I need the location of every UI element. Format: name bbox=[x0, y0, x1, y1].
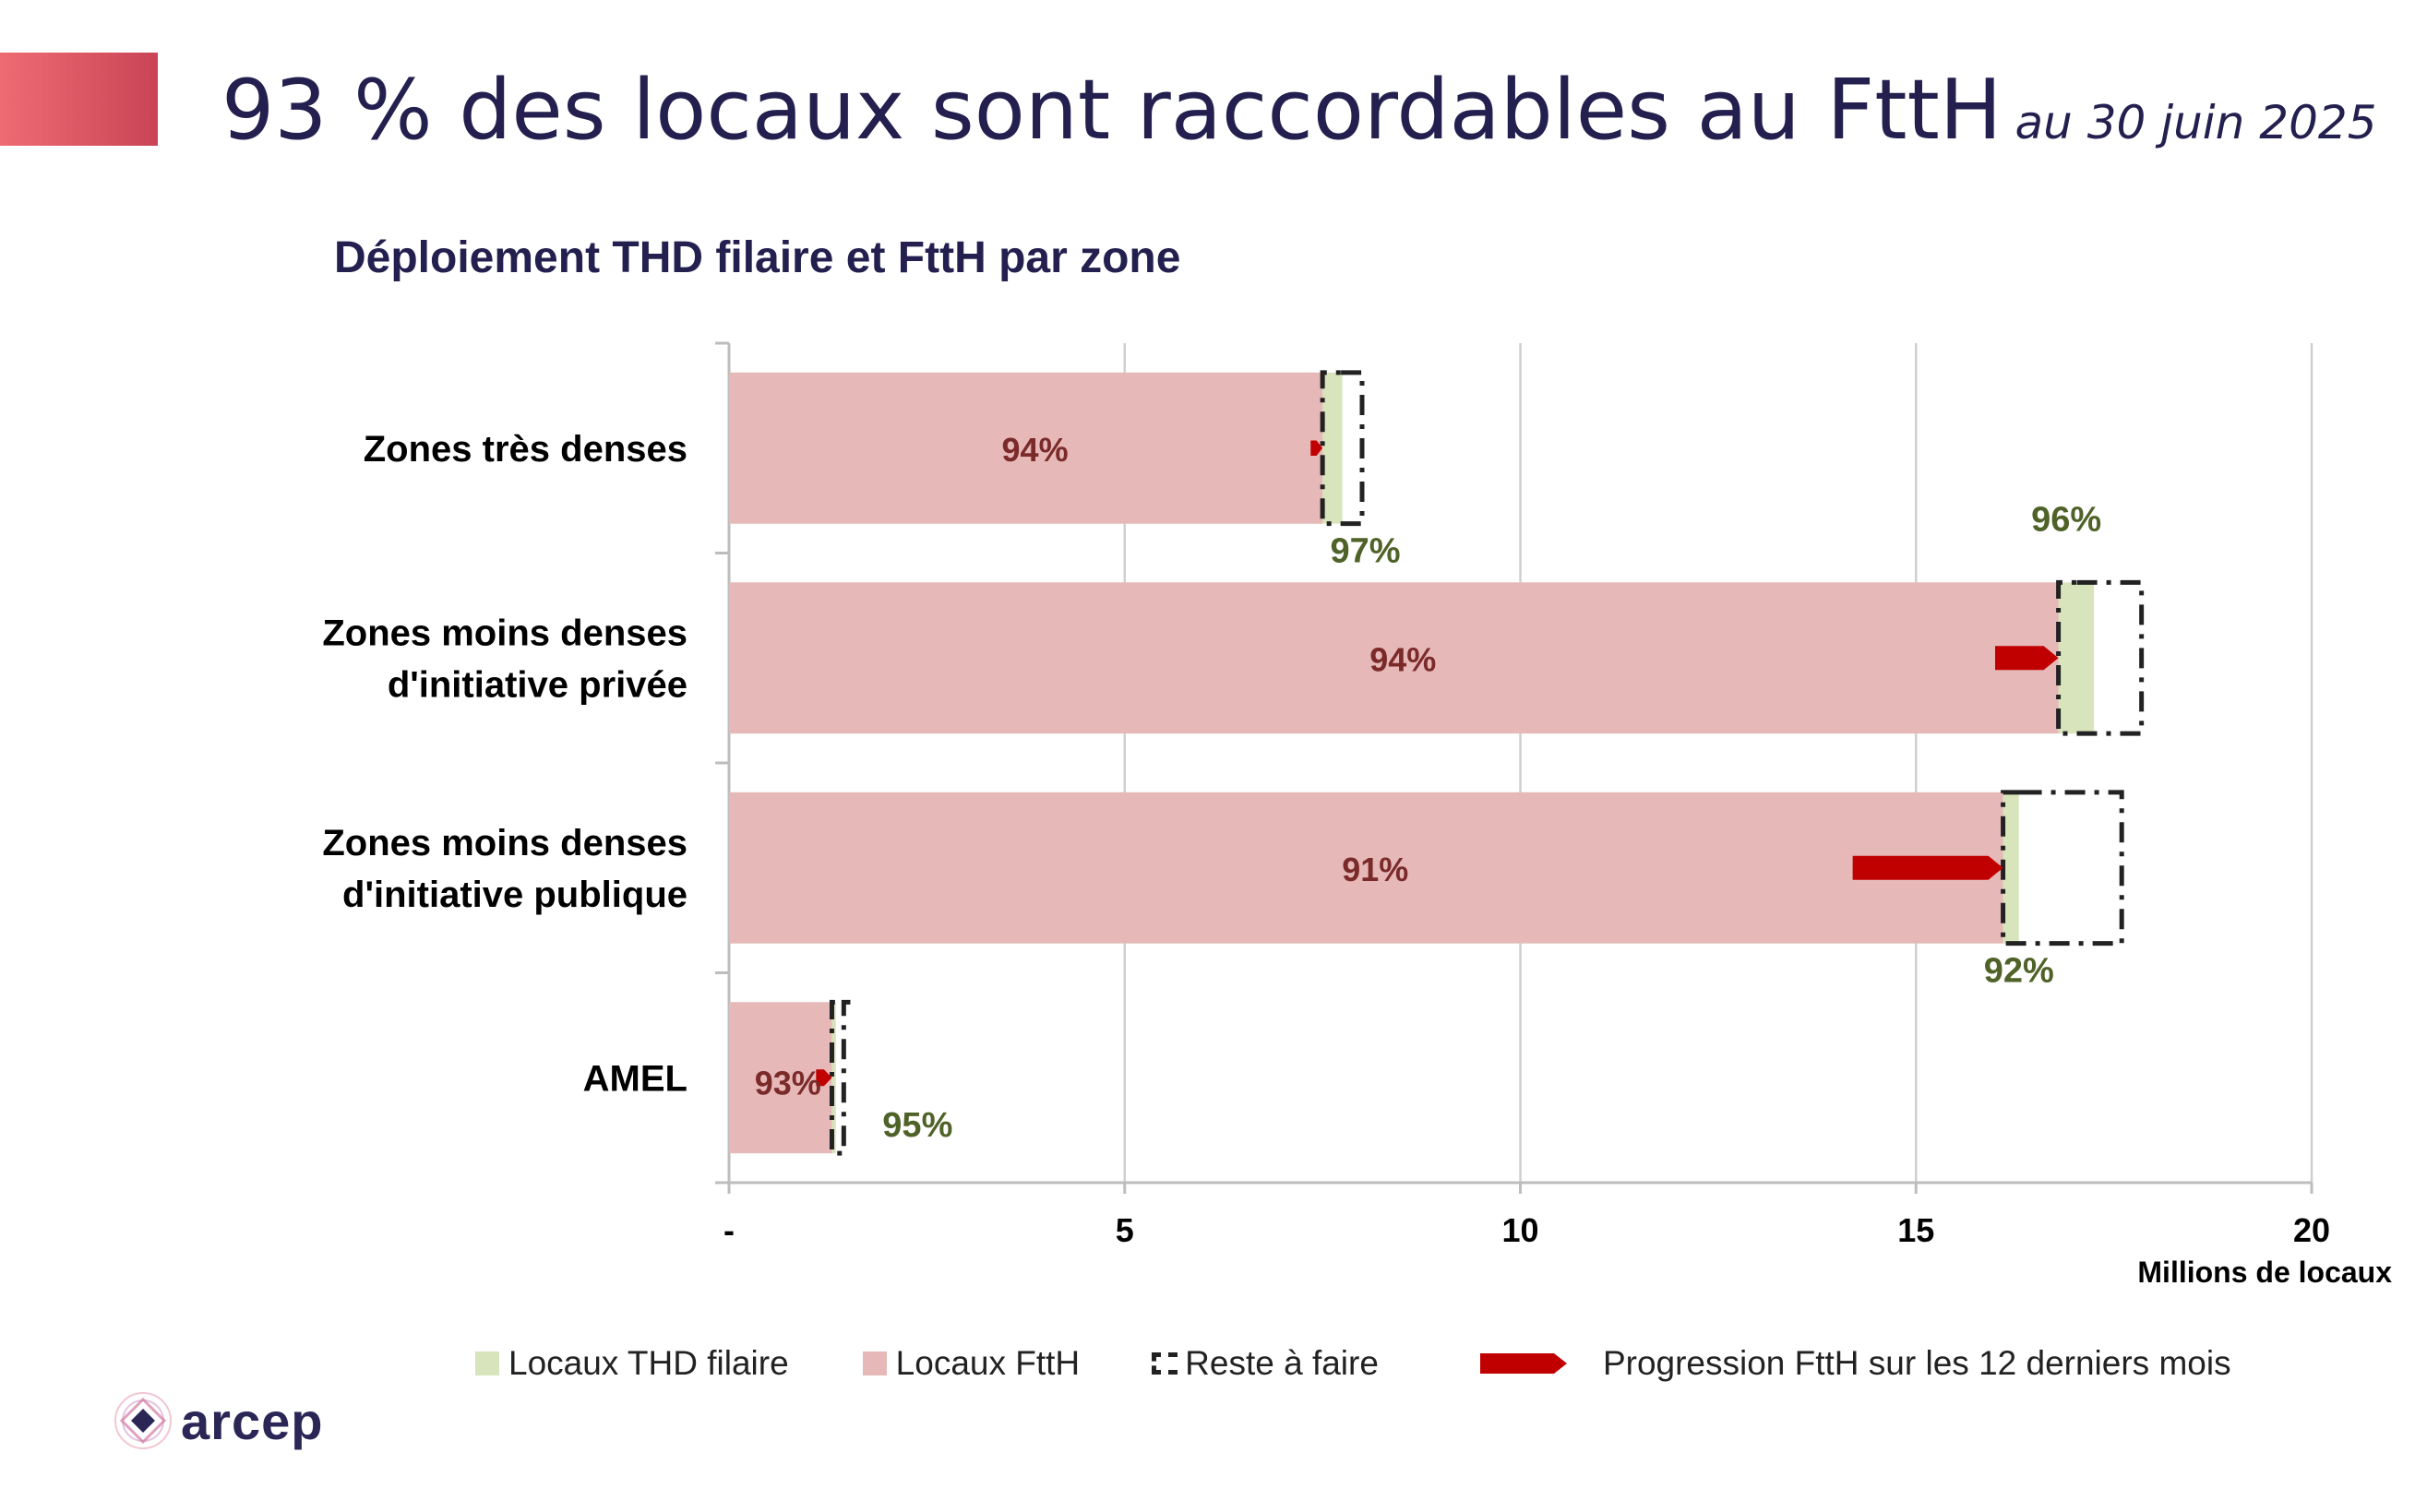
chart-subtitle: Déploiement THD filaire et FttH par zone bbox=[334, 233, 1181, 282]
bar-reste-2 bbox=[2001, 790, 2124, 946]
legend-label-ftth: Locaux FttH bbox=[895, 1344, 1081, 1382]
legend-label-progression: Progression FttH sur les 12 derniers moi… bbox=[1602, 1344, 2231, 1382]
arcep-logo: arcep bbox=[111, 1379, 323, 1462]
filaire-pct-label-0: 97% bbox=[1331, 532, 1401, 571]
progression-arrow-2 bbox=[1852, 855, 2003, 880]
category-label-1-1: d'initiative privée bbox=[388, 664, 687, 705]
ftth-pct-label-3: 93% bbox=[755, 1064, 821, 1101]
legend-item-filaire: Locaux THD filaire bbox=[475, 1344, 789, 1383]
x-tick-label-1: 5 bbox=[1116, 1211, 1134, 1249]
legend-swatch-filaire bbox=[475, 1351, 499, 1375]
legend-swatch-reste bbox=[1152, 1352, 1178, 1375]
x-tick-label-0: - bbox=[723, 1211, 735, 1249]
legend-swatch-progression bbox=[1479, 1353, 1567, 1374]
chart-legend: Locaux THD filaire Locaux FttH Reste à f… bbox=[475, 1336, 2231, 1391]
bar-ftth-2 bbox=[729, 792, 2003, 944]
category-label-0-0: Zones très denses bbox=[364, 429, 687, 470]
legend-item-ftth: Locaux FttH bbox=[862, 1344, 1081, 1383]
arcep-logo-mark bbox=[111, 1388, 175, 1453]
legend-item-reste: Reste à faire bbox=[1152, 1344, 1379, 1383]
x-tick-label-4: 20 bbox=[2293, 1211, 2330, 1249]
filaire-pct-label-3: 95% bbox=[882, 1106, 952, 1145]
ftth-pct-label-2: 91% bbox=[1342, 851, 1408, 888]
bar-ftth-1 bbox=[729, 582, 2059, 734]
legend-item-progression: Progression FttH sur les 12 derniers moi… bbox=[1479, 1344, 2231, 1383]
accent-bar bbox=[0, 53, 158, 146]
bar-chart: - 5 10 15 20 Millions de locaux Zones très den… bbox=[322, 341, 2392, 1289]
bar-reste-1 bbox=[2056, 579, 2145, 736]
filaire-pct-label-1: 96% bbox=[2031, 500, 2101, 539]
x-tick-label-2: 10 bbox=[1501, 1211, 1538, 1249]
page-title: 93 % des locaux sont raccordables au Ftt… bbox=[221, 57, 2377, 176]
category-label-3-0: AMEL bbox=[583, 1058, 687, 1099]
progression-arrow-3 bbox=[816, 1069, 832, 1087]
progression-arrow-1 bbox=[1995, 646, 2059, 671]
bar-ftth-0 bbox=[729, 372, 1323, 524]
legend-swatch-ftth bbox=[862, 1351, 887, 1375]
progression-arrow-0 bbox=[1310, 440, 1323, 457]
bar-reste-0 bbox=[1320, 370, 1365, 527]
x-tick-label-3: 15 bbox=[1897, 1211, 1934, 1249]
x-axis-title: Millions de locaux bbox=[2137, 1256, 2392, 1289]
bar-reste-3 bbox=[829, 999, 851, 1156]
arcep-logo-text: arcep bbox=[181, 1391, 324, 1450]
category-label-2-1: d'initiative publique bbox=[342, 875, 687, 915]
title-main: 93 % des locaux sont raccordables au Ftt… bbox=[221, 62, 2003, 159]
category-label-2-0: Zones moins denses bbox=[322, 823, 687, 863]
ftth-pct-label-1: 94% bbox=[1369, 640, 1436, 678]
bar-ftth-3 bbox=[729, 1002, 832, 1154]
title-date: au 30 juin 2025 bbox=[2015, 96, 2377, 149]
ftth-pct-label-0: 94% bbox=[1002, 431, 1069, 469]
legend-label-reste: Reste à faire bbox=[1185, 1344, 1379, 1382]
category-label-1-0: Zones moins denses bbox=[322, 613, 687, 653]
legend-label-filaire: Locaux THD filaire bbox=[508, 1344, 789, 1382]
filaire-pct-label-2: 92% bbox=[1984, 952, 2054, 991]
